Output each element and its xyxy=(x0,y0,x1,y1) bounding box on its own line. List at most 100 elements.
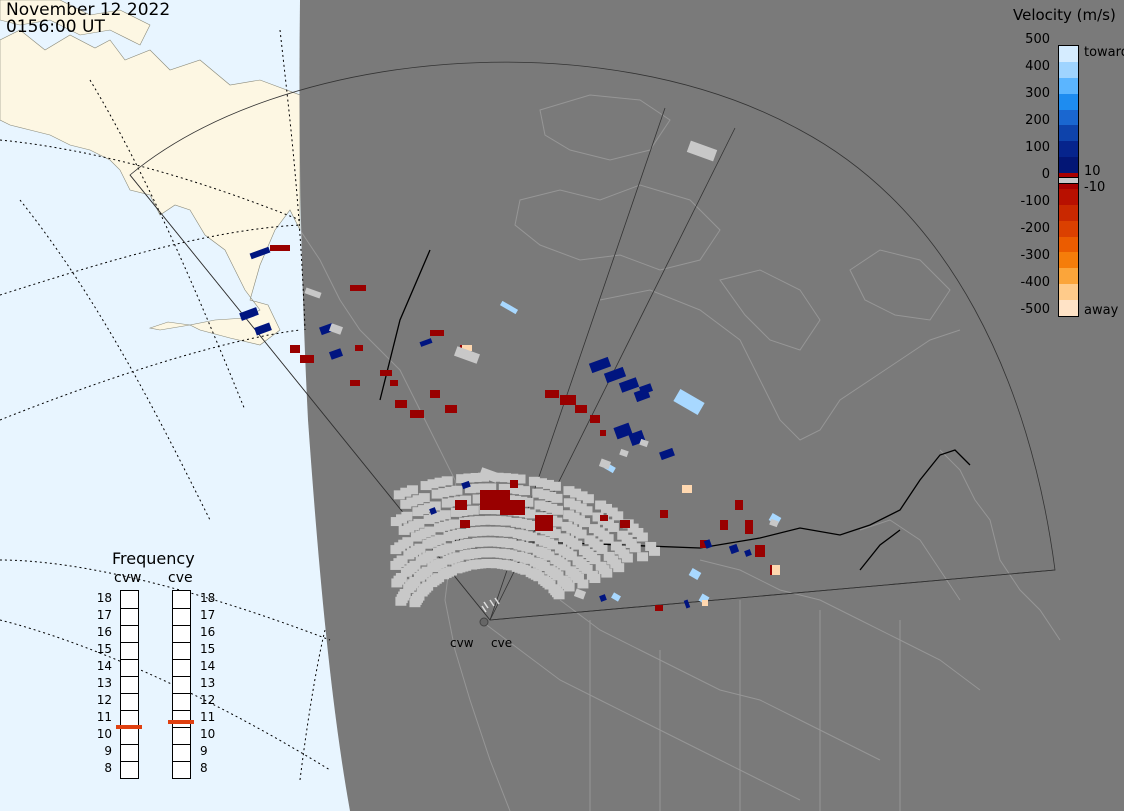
velocity-cell xyxy=(423,503,435,513)
velocity-cell xyxy=(575,405,587,413)
velocity-cell xyxy=(702,600,708,606)
frequency-scale-left: 10 xyxy=(96,727,112,741)
colorbar-segment xyxy=(1059,252,1078,269)
velocity-cell xyxy=(455,500,467,510)
velocity-cell xyxy=(254,322,272,336)
velocity-cell xyxy=(637,552,649,562)
velocity-cell xyxy=(505,561,517,571)
velocity-cell xyxy=(673,388,705,416)
velocity-cell xyxy=(239,307,259,321)
velocity-cell xyxy=(393,490,405,500)
velocity-cell xyxy=(445,566,457,576)
velocity-cell xyxy=(589,574,601,584)
frequency-scale-left: 12 xyxy=(96,693,112,707)
frequency-gauge-line xyxy=(173,744,190,745)
velocity-cell xyxy=(599,594,607,602)
velocity-cell xyxy=(507,473,519,483)
velocity-cell xyxy=(543,551,555,561)
velocity-cell xyxy=(270,245,290,251)
frequency-gauge-line xyxy=(121,642,138,643)
velocity-cell xyxy=(488,548,500,558)
frequency-scale-left: 18 xyxy=(96,591,112,605)
velocity-cell xyxy=(573,588,587,600)
radar-site-marker xyxy=(479,617,489,627)
velocity-cell xyxy=(589,555,601,565)
velocity-cell xyxy=(645,541,657,551)
velocity-cell xyxy=(512,485,524,495)
velocity-cell xyxy=(304,287,322,299)
velocity-cell xyxy=(526,532,538,542)
velocity-cell xyxy=(600,430,606,436)
velocity-cell xyxy=(410,410,424,418)
velocity-cell xyxy=(546,503,558,513)
velocity-cell xyxy=(444,543,456,553)
velocity-cell xyxy=(601,503,613,513)
velocity-cell xyxy=(503,527,515,537)
frequency-scale-left: 17 xyxy=(96,608,112,622)
colorbar-tick-label: 0 xyxy=(1041,167,1050,182)
colorbar-segment xyxy=(1059,300,1078,316)
velocity-cell xyxy=(451,485,463,495)
frequency-gauge-line xyxy=(173,625,190,626)
colorbar-away-label: away xyxy=(1084,303,1119,318)
velocity-cell xyxy=(575,503,587,513)
velocity-cell xyxy=(570,488,582,498)
velocity-cell xyxy=(401,511,413,521)
velocity-cell xyxy=(499,300,519,315)
velocity-cell xyxy=(632,527,644,537)
radar-label-cvw: cvw xyxy=(450,636,474,650)
velocity-cell xyxy=(538,561,550,571)
velocity-cell xyxy=(700,540,708,548)
colorbar-tick-label: 400 xyxy=(1025,59,1050,74)
velocity-cell xyxy=(463,473,475,483)
frequency-scale-right: 17 xyxy=(200,608,216,622)
velocity-colorbar xyxy=(1058,45,1079,317)
frequency-gauge-line xyxy=(121,676,138,677)
velocity-cell xyxy=(505,539,517,549)
velocity-cell xyxy=(456,474,468,484)
frequency-gauge-line xyxy=(121,659,138,660)
velocity-cell xyxy=(434,534,446,544)
frequency-gauge-line xyxy=(173,676,190,677)
velocity-cell xyxy=(581,564,593,574)
velocity-cell xyxy=(421,566,433,576)
velocity-cell xyxy=(498,483,510,493)
frequency-gauge-line xyxy=(121,608,138,609)
velocity-cell xyxy=(514,474,526,484)
radar-beams xyxy=(481,597,500,613)
velocity-cell xyxy=(560,395,576,405)
velocity-cell xyxy=(500,516,512,526)
velocity-cell xyxy=(464,484,476,494)
colorbar-tick-label: -200 xyxy=(1020,221,1050,236)
velocity-cell xyxy=(400,487,412,497)
velocity-cell xyxy=(441,498,453,508)
velocity-cell xyxy=(290,345,300,353)
velocity-cell xyxy=(438,488,450,498)
colorbar-segment xyxy=(1059,46,1078,63)
velocity-cell xyxy=(434,477,446,487)
velocity-cell xyxy=(576,491,588,501)
velocity-cell xyxy=(735,500,743,510)
frequency-gauge-line xyxy=(173,761,190,762)
velocity-cell xyxy=(648,546,660,556)
night-shading xyxy=(299,0,1124,811)
velocity-cell xyxy=(683,599,691,609)
velocity-cell xyxy=(686,140,718,162)
frequency-scale-right: 15 xyxy=(200,642,216,656)
velocity-cell xyxy=(618,377,640,393)
velocity-cell xyxy=(596,544,608,554)
colorbar-segment xyxy=(1059,204,1078,222)
velocity-cell xyxy=(525,520,537,530)
velocity-cell xyxy=(523,554,535,564)
velocity-cell xyxy=(553,590,565,600)
velocity-cell xyxy=(464,538,476,548)
velocity-cell xyxy=(419,338,433,347)
velocity-cell xyxy=(412,507,424,517)
velocity-cell xyxy=(522,497,534,507)
velocity-cell xyxy=(538,490,550,500)
frequency-gauge-line xyxy=(121,710,138,711)
frequency-scale-right: 18 xyxy=(200,591,216,605)
velocity-cell xyxy=(350,285,366,291)
velocity-cell xyxy=(532,488,544,498)
